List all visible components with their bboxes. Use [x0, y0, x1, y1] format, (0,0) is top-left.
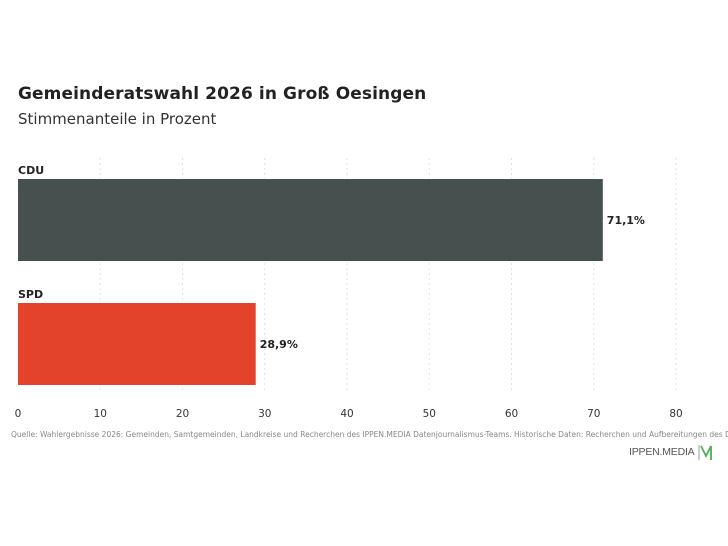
bar-chart: 0 10 20 30 40 50 60 70 80 CDU 71,1% SPD 28,9%	[15, 158, 683, 420]
x-tick-label: 80	[669, 408, 682, 420]
x-tick-label: 30	[258, 408, 271, 420]
x-tick-label: 40	[340, 408, 353, 420]
category-label: SPD	[18, 288, 43, 301]
x-tick-label: 60	[505, 408, 518, 420]
chart-subtitle: Stimmenanteile in Prozent	[18, 110, 217, 128]
bar	[18, 179, 603, 261]
chart-title: Gemeinderatswahl 2026 in Groß Oesingen	[18, 84, 427, 104]
x-tick-label: 70	[587, 408, 600, 420]
x-tick-label: 0	[15, 408, 22, 420]
category-label: CDU	[18, 164, 44, 177]
x-tick-label: 20	[176, 408, 189, 420]
m-logo-icon	[698, 445, 713, 460]
x-tick-label: 50	[423, 408, 436, 420]
logo-text: IPPEN.MEDIA	[629, 446, 695, 458]
bar	[18, 303, 256, 385]
x-tick-label: 10	[94, 408, 107, 420]
value-label: 71,1%	[607, 214, 645, 227]
publisher-logo: IPPEN.MEDIA	[629, 442, 715, 462]
value-label: 28,9%	[260, 338, 298, 351]
source-note: Quelle: Wahlergebnisse 2026: Gemeinden, …	[11, 430, 728, 439]
